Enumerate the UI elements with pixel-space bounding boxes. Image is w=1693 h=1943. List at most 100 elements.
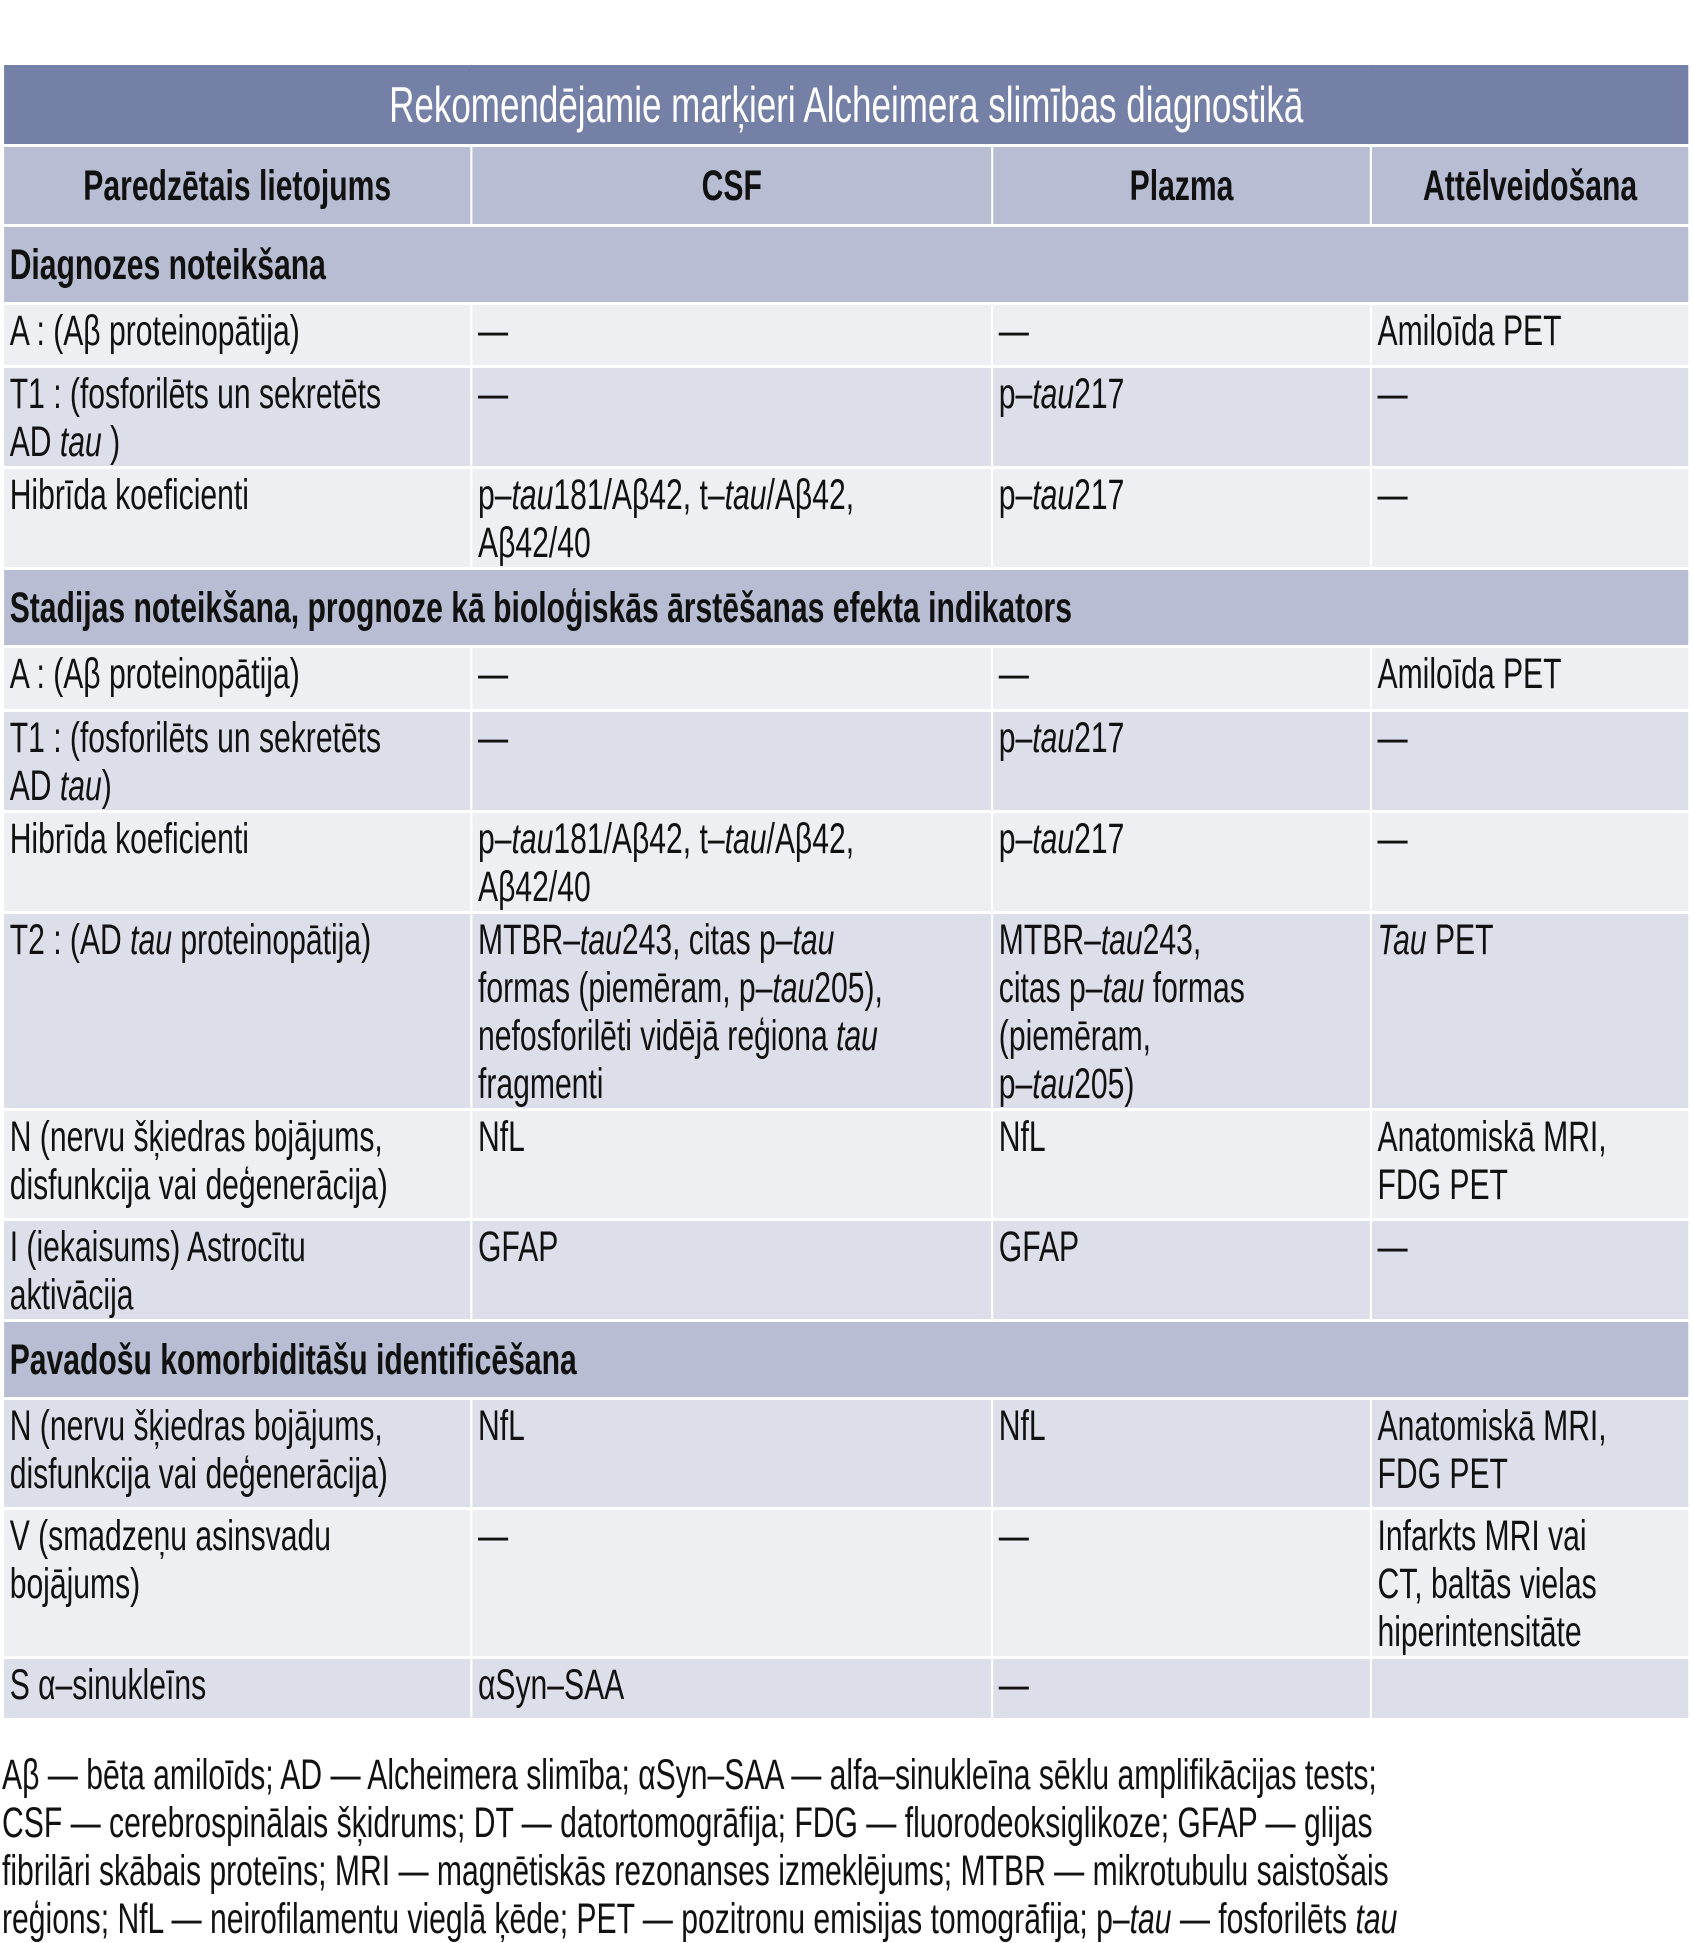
text-segment: tau <box>1032 370 1075 418</box>
cell-plasma: p–tau217 <box>991 466 1372 570</box>
table-row: Hibrīda koeficienti p–tau181/Aβ42, t–tau/… <box>1 810 1691 914</box>
table-title: Rekomendējamie marķieri Alcheimera slimī… <box>1 62 1691 147</box>
text-segment: Infarkts MRI vai CT, baltās vielas hiper… <box>1377 1512 1597 1656</box>
text-segment: NfL <box>998 1402 1046 1450</box>
section-heading: Diagnozes noteikšana <box>1 224 1691 305</box>
text-segment: — <box>478 1512 509 1560</box>
text-segment: tau <box>511 471 554 519</box>
text-segment: 181/Aβ42, t– <box>553 471 725 519</box>
text-segment: T1 : (fosforilēts un sekretēts AD <box>9 370 382 466</box>
table-row: N (nervu šķiedras bojājums, disfunkcija … <box>1 1397 1691 1510</box>
text-segment: Aβ — bēta amiloīds; AD — Alcheimera slim… <box>2 1751 1377 1799</box>
header-plasma: Plazma <box>991 144 1372 227</box>
text-segment: — <box>998 1661 1029 1709</box>
table-row: T1 : (fosforilēts un sekretēts AD tau) — p… <box>1 709 1691 813</box>
cell-plasma: p–tau217 <box>991 810 1372 914</box>
text-segment: CSF — cerebrospinālais šķidrums; DT — da… <box>2 1799 1373 1847</box>
text-segment: p– <box>998 471 1033 519</box>
footnote-line: fibrilāri skābais proteīns; MRI — magnēt… <box>2 1847 1688 1895</box>
text-segment: Tau <box>1377 916 1427 964</box>
cell-imaging: — <box>1369 709 1691 813</box>
text-segment: tau <box>1032 1060 1075 1108</box>
text-segment: tau <box>1102 964 1145 1012</box>
section-row: Pavadošu komorbiditāšu identificēšana <box>1 1319 1691 1400</box>
table-row: A : (Aβ proteinopātija) — — Amiloīda PET <box>1 645 1691 712</box>
text-segment: tau <box>1100 916 1143 964</box>
text-segment: — <box>478 307 509 355</box>
text-segment: tau <box>724 471 767 519</box>
cell-plasma: — <box>991 645 1372 712</box>
table-row: T1 : (fosforilēts un sekretēts AD tau ) —… <box>1 365 1691 469</box>
text-segment: p– <box>998 714 1033 762</box>
cell-csf: MTBR–tau243, citas p–tau formas (piemēra… <box>470 911 994 1111</box>
text-segment: — <box>998 650 1029 698</box>
cell-imaging: Tau PET <box>1369 911 1691 1111</box>
table-row: V (smadzeņu asinsvadu bojājums) — — Infarkt… <box>1 1507 1691 1659</box>
text-segment: tau <box>130 916 172 964</box>
text-segment: /Aβ42, Aβ42/40 <box>478 815 855 911</box>
cell-plasma: GFAP <box>991 1218 1372 1322</box>
cell-imaging: Anatomiskā MRI, FDG PET <box>1369 1397 1691 1510</box>
text-segment: p– <box>998 370 1033 418</box>
text-segment: — <box>1377 815 1408 863</box>
text-segment: 205), nefosforilēti vidējā reģiona <box>478 964 883 1060</box>
text-segment: tau <box>1032 815 1075 863</box>
text-segment: N (nervu šķiedras bojājums, disfunkcija … <box>9 1113 388 1209</box>
text-segment: — <box>1377 370 1408 418</box>
footnote-line: reģions; NfL — neirofilamentu vieglā ķēd… <box>2 1895 1688 1943</box>
section-heading: Stadijas noteikšana, prognoze kā bioloģi… <box>1 567 1691 648</box>
cell-imaging: — <box>1369 365 1691 469</box>
cell-intended-use: T1 : (fosforilēts un sekretēts AD tau) <box>1 709 473 813</box>
text-segment: V (smadzeņu asinsvadu bojājums) <box>9 1512 331 1608</box>
cell-plasma: MTBR–tau243, citas p–tau formas (piemēra… <box>991 911 1372 1111</box>
text-segment: GFAP <box>998 1223 1080 1271</box>
text-segment: 205) <box>1074 1060 1135 1108</box>
text-segment: T2 : (AD <box>9 916 131 964</box>
cell-csf: — <box>470 645 994 712</box>
text-segment: αSyn–SAA <box>478 1661 625 1709</box>
text-segment: 217 <box>1074 471 1125 519</box>
cell-imaging: Amiloīda PET <box>1369 645 1691 712</box>
text-segment: — <box>1377 714 1408 762</box>
text-segment: — <box>1377 1223 1408 1271</box>
table-header-row: Paredzētais lietojums CSF Plazma Attēlve… <box>1 144 1691 227</box>
text-segment: A : (Aβ proteinopātija) <box>9 650 300 698</box>
text-segment: — <box>478 714 509 762</box>
text-segment: formas (piemēram, p– <box>998 964 1245 1108</box>
markers-table: Rekomendējamie marķieri Alcheimera slimī… <box>1 62 1691 1721</box>
text-segment: 243, citas p– <box>621 916 793 964</box>
cell-intended-use: A : (Aβ proteinopātija) <box>1 302 473 368</box>
cell-csf: — <box>470 709 994 813</box>
cell-intended-use: I (iekaisums) Astrocītu aktivācija <box>1 1218 473 1322</box>
cell-intended-use: V (smadzeņu asinsvadu bojājums) <box>1 1507 473 1659</box>
text-segment: p– <box>478 815 512 863</box>
text-segment: NfL <box>478 1402 525 1450</box>
cell-imaging: Infarkts MRI vai CT, baltās vielas hiper… <box>1369 1507 1691 1659</box>
text-segment: — <box>478 370 509 418</box>
text-segment: reģions; NfL — neirofilamentu vieglā ķēd… <box>2 1895 1130 1943</box>
text-segment: tau <box>1032 714 1075 762</box>
text-segment: formas (piemēram, p– <box>478 964 773 1012</box>
cell-csf: p–tau181/Aβ42, t–tau/Aβ42, Aβ42/40 <box>470 810 994 914</box>
text-segment: 243, citas p– <box>998 916 1202 1012</box>
text-segment: tau <box>580 916 622 964</box>
text-segment: NfL <box>998 1113 1046 1161</box>
text-segment: Amiloīda PET <box>1377 650 1562 698</box>
footnote-line: CSF — cerebrospinālais šķidrums; DT — da… <box>2 1799 1688 1847</box>
text-segment: ) <box>101 418 121 466</box>
text-segment: 217 <box>1074 815 1125 863</box>
cell-imaging: Anatomiskā MRI, FDG PET <box>1369 1108 1691 1221</box>
text-segment: MTBR– <box>478 916 581 964</box>
text-segment: NfL <box>478 1113 525 1161</box>
text-segment: fragmenti <box>478 1060 604 1108</box>
text-segment: A : (Aβ proteinopātija) <box>9 307 300 355</box>
text-segment: Hibrīda koeficienti <box>9 471 249 519</box>
cell-imaging: — <box>1369 810 1691 914</box>
text-segment: p– <box>478 471 512 519</box>
cell-intended-use: Hibrīda koeficienti <box>1 810 473 914</box>
cell-csf: — <box>470 1507 994 1659</box>
cell-plasma: — <box>991 302 1372 368</box>
text-segment: tau <box>724 815 767 863</box>
text-segment: tau <box>836 1012 878 1060</box>
text-segment: p– <box>998 815 1033 863</box>
